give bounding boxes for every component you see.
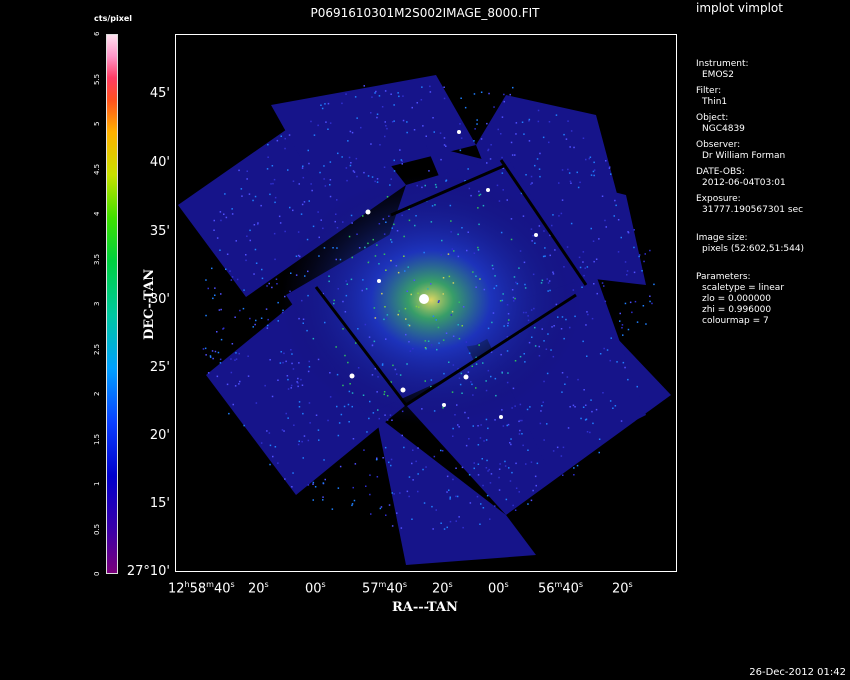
colorbar-tick-label: 1.5	[93, 433, 101, 445]
x-tick-label: 20s	[432, 580, 453, 597]
plot-frame	[175, 34, 677, 572]
y-tick-label: 45'	[149, 86, 170, 101]
colorbar-tick-label: 3	[93, 301, 101, 306]
x-axis-label: RA---TAN	[392, 600, 458, 615]
info-exposure: Exposure: 31777.190567301 sec	[696, 194, 804, 215]
x-tick-label: 20s	[612, 580, 633, 597]
colorbar-tick-label: 6	[93, 31, 101, 36]
colorbar-tick-label: 4.5	[93, 163, 101, 175]
app-title: implot vimplot	[696, 1, 783, 15]
point-sources	[349, 130, 538, 419]
x-tick-label: 00s	[305, 580, 326, 597]
chip-gaps	[314, 159, 588, 408]
x-tick-label: 57m40s	[362, 580, 408, 597]
colorbar-tick-label: 2.5	[93, 343, 101, 355]
y-tick-label: 25'	[149, 360, 170, 375]
colorbar-tick-label: 4	[93, 211, 101, 216]
info-observer: Observer: Dr William Forman	[696, 140, 786, 161]
x-tick-label: 12h58m40s	[168, 580, 235, 597]
colorbar-tick-label: 5.5	[93, 73, 101, 85]
info-parameters: Parameters: scaletype = linear zlo = 0.0…	[696, 272, 785, 326]
y-tick-label: 40'	[149, 155, 170, 170]
y-tick-label: 30'	[149, 292, 170, 307]
colorbar	[106, 34, 118, 574]
info-date-obs: DATE-OBS: 2012-06-04T03:01	[696, 167, 786, 188]
colorbar-tick-label: 0.5	[93, 523, 101, 535]
info-instrument: Instrument: EMOS2	[696, 59, 749, 80]
plot-title: P0691610301M2S002IMAGE_8000.FIT	[310, 6, 540, 20]
colorbar-tick-label: 3.5	[93, 253, 101, 265]
colorbar-tick-label: 5	[93, 121, 101, 126]
x-tick-label: 20s	[248, 580, 269, 597]
colorbar-tick-label: 1	[93, 481, 101, 486]
info-filter: Filter: Thin1	[696, 86, 728, 107]
photon-noise	[202, 85, 655, 530]
y-origin-label: 27°10'	[126, 564, 170, 579]
cluster-emission	[281, 175, 581, 425]
xray-image	[178, 75, 671, 565]
y-tick-label: 15'	[149, 496, 170, 511]
x-tick-label: 56m40s	[538, 580, 584, 597]
footer-timestamp: 26-Dec-2012 01:42	[749, 667, 846, 678]
colorbar-tick-label: 2	[93, 391, 101, 396]
y-tick-label: 20'	[149, 428, 170, 443]
colorbar-unit-label: cts/pixel	[94, 14, 133, 23]
info-object: Object: NGC4839	[696, 113, 745, 134]
y-axis-label: DEC--TAN	[142, 268, 157, 340]
colorbar-tick-label: 0	[93, 571, 101, 576]
info-image-size: Image size: pixels (52:602,51:544)	[696, 233, 805, 254]
y-tick-label: 35'	[149, 224, 170, 239]
x-tick-label: 00s	[488, 580, 509, 597]
